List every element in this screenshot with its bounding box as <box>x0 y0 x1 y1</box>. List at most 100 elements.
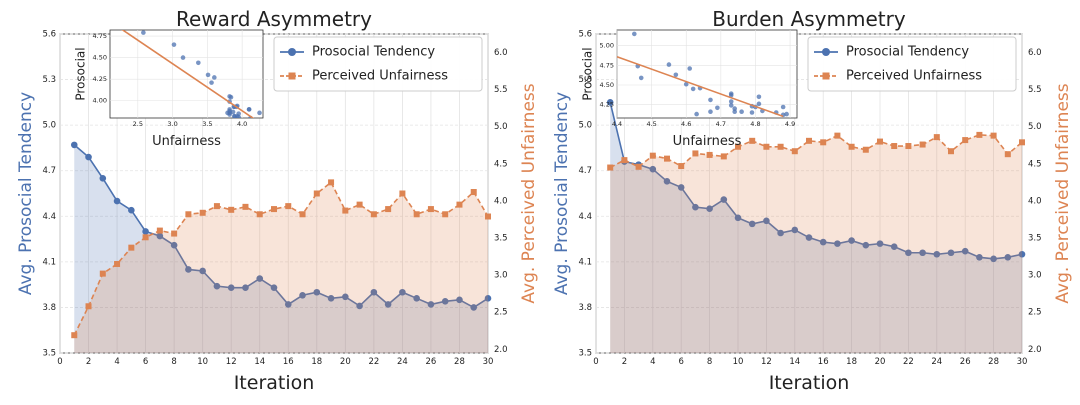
y-right-tick-label: 2.0 <box>494 345 508 355</box>
x-tick-label: 8 <box>707 357 712 367</box>
x-tick-label: 28 <box>988 357 999 367</box>
inset-x-tick-label: 4.4 <box>612 120 622 128</box>
prosocial-point <box>399 288 406 296</box>
y-right-tick-label: 6.0 <box>1028 48 1042 58</box>
prosocial-point <box>370 288 378 296</box>
prosocial-point <box>427 301 435 308</box>
prosocial-point <box>890 243 898 250</box>
prosocial-point <box>113 197 121 205</box>
prosocial-point <box>720 196 728 203</box>
prosocial-point <box>242 284 249 291</box>
unfairness-point <box>442 211 449 218</box>
inset-y-tick-label: 4.75 <box>600 61 614 69</box>
unfairness-point <box>385 206 392 213</box>
legend-label-unfairness: Perceived Unfairness <box>846 69 982 84</box>
y-left-axis-label: Avg. Prosocial Tendency <box>16 92 36 295</box>
prosocial-point <box>606 99 614 106</box>
y-right-tick-label: 4.0 <box>494 196 508 206</box>
inset-x-tick-label: 4.7 <box>716 120 726 128</box>
x-tick-label: 12 <box>226 357 237 367</box>
inset-point <box>728 99 734 104</box>
x-tick-label: 28 <box>454 357 465 367</box>
y-left-tick-label: 5.0 <box>578 121 592 131</box>
inset-point <box>212 75 217 80</box>
inset-x-tick-label: 3.0 <box>167 120 177 128</box>
inset-point <box>728 92 734 98</box>
x-tick-label: 12 <box>761 357 772 367</box>
unfairness-point <box>271 206 277 213</box>
prosocial-point <box>663 178 671 185</box>
inset-point <box>690 86 696 92</box>
unfairness-point <box>791 148 798 155</box>
prosocial-point <box>384 301 392 308</box>
inset-point <box>728 103 734 108</box>
unfairness-point <box>213 203 220 210</box>
y-right-tick-label: 4.0 <box>1028 196 1042 206</box>
unfairness-point <box>948 148 954 155</box>
x-tick-label: 26 <box>960 357 971 367</box>
unfairness-point <box>891 143 898 150</box>
prosocial-point <box>170 241 178 249</box>
x-tick-label: 16 <box>283 357 294 367</box>
prosocial-point <box>1004 253 1012 261</box>
unfairness-point <box>990 132 997 139</box>
inset-x-tick-label: 2.5 <box>133 120 143 128</box>
x-axis-label: Iteration <box>769 372 850 394</box>
unfairness-point <box>156 227 163 234</box>
prosocial-point <box>848 237 855 244</box>
y-right-tick-label: 2.0 <box>1028 345 1042 355</box>
prosocial-point <box>185 266 192 273</box>
prosocial-point <box>142 228 149 235</box>
unfairness-point <box>607 164 614 171</box>
unfairness-point <box>485 213 491 220</box>
unfairness-point <box>678 163 685 170</box>
legend-label-prosocial: Prosocial Tendency <box>846 45 969 60</box>
y-right-tick-label: 5.0 <box>494 122 508 132</box>
prosocial-point <box>342 293 349 301</box>
inset-x-tick-label: 4.5 <box>646 120 656 128</box>
y-left-tick-label: 3.8 <box>578 303 592 313</box>
prosocial-point <box>284 301 292 308</box>
y-right-tick-label: 5.0 <box>1028 122 1042 132</box>
prosocial-point <box>356 302 363 310</box>
prosocial-point <box>947 249 955 257</box>
inset-point <box>732 109 737 115</box>
x-tick-label: 8 <box>171 357 176 367</box>
unfairness-point <box>862 146 869 153</box>
inset-point <box>171 42 177 47</box>
legend-box <box>807 36 1017 92</box>
unfairness-point <box>342 207 349 214</box>
inset-point <box>227 107 232 112</box>
unfairness-point <box>777 143 784 150</box>
x-tick-label: 2 <box>86 357 91 367</box>
prosocial-point <box>256 275 264 282</box>
unfairness-point <box>171 230 178 237</box>
inset-point <box>732 106 737 111</box>
inset-point <box>114 23 119 28</box>
inset-point <box>749 110 755 115</box>
inset-point <box>180 55 186 60</box>
unfairness-point <box>399 190 406 197</box>
inset-x-tick-label: 4.0 <box>237 120 247 128</box>
legend-marker-prosocial <box>288 48 296 56</box>
unfairness-point <box>114 260 121 267</box>
y-left-tick-label: 5.3 <box>42 75 56 85</box>
unfairness-point <box>749 137 756 144</box>
legend-marker-unfairness <box>288 72 296 80</box>
unfairness-point <box>649 152 656 159</box>
chart-panel-1: 0 2 4 6 8 10 12 14 16 18 20 22 24 26 28 303.53.84.14.44… <box>16 7 539 394</box>
prosocial-point <box>976 253 983 261</box>
y-right-tick-label: 6.0 <box>494 48 508 58</box>
inset-point <box>228 94 234 100</box>
unfairness-point <box>621 157 628 164</box>
y-left-tick-label: 4.4 <box>578 212 592 222</box>
y-left-tick-label: 5.6 <box>578 30 592 40</box>
y-right-axis-label: Avg. Perceived Unfairness <box>519 83 539 303</box>
series-area-unfairness <box>610 134 1022 353</box>
y-left-tick-label: 4.7 <box>578 166 592 176</box>
legend-marker-prosocial <box>822 48 830 56</box>
y-right-tick-label: 5.5 <box>1028 85 1042 95</box>
unfairness-point <box>720 153 727 160</box>
x-tick-label: 4 <box>114 357 119 367</box>
unfairness-point <box>142 234 149 241</box>
